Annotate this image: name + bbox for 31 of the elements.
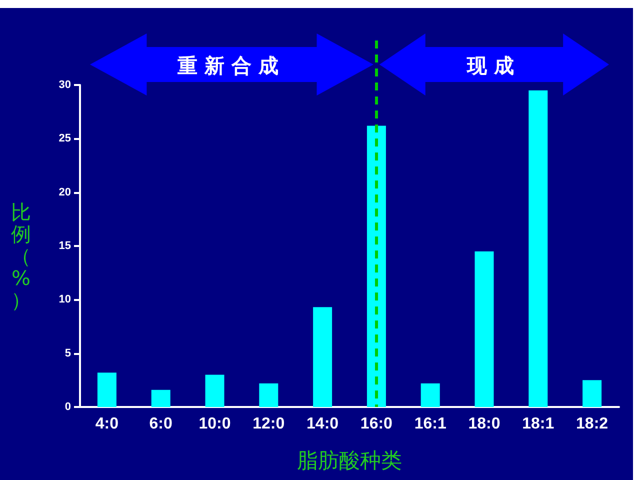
x-tick-label: 16:1 xyxy=(414,416,446,432)
bar xyxy=(97,372,116,407)
x-tick-label: 6:0 xyxy=(149,416,173,432)
bar xyxy=(420,383,440,407)
bar xyxy=(259,383,278,407)
y-tick-label: 5 xyxy=(64,347,71,360)
x-tick-label: 12:0 xyxy=(252,416,285,432)
x-tick-label: 16:0 xyxy=(360,416,393,432)
x-tick-label: 10:0 xyxy=(198,416,231,432)
bar xyxy=(366,126,386,407)
y-tick-label: 10 xyxy=(58,294,71,306)
y-tick-label: 30 xyxy=(58,79,71,91)
x-tick-label: 4:0 xyxy=(95,416,119,432)
bar xyxy=(151,390,170,407)
x-tick-label: 18:0 xyxy=(468,416,500,432)
x-tick-label: 18:1 xyxy=(522,416,554,432)
bar xyxy=(474,251,494,407)
x-axis-title: 脂肪酸种类 xyxy=(297,448,402,472)
y-tick-label: 25 xyxy=(58,132,71,145)
text: 现成 xyxy=(466,54,522,78)
bar xyxy=(313,307,332,407)
y-tick-label: 0 xyxy=(64,401,71,413)
bar xyxy=(528,90,548,407)
y-axis-title: 比例（%） xyxy=(10,200,32,312)
bar xyxy=(582,380,602,407)
y-tick-label: 15 xyxy=(58,240,71,252)
x-tick-label: 18:2 xyxy=(576,416,608,432)
y-tick-label: 20 xyxy=(58,186,71,198)
bar xyxy=(205,374,224,407)
x-tick-label: 14:0 xyxy=(306,416,339,432)
text: 重新合成 xyxy=(176,54,286,78)
